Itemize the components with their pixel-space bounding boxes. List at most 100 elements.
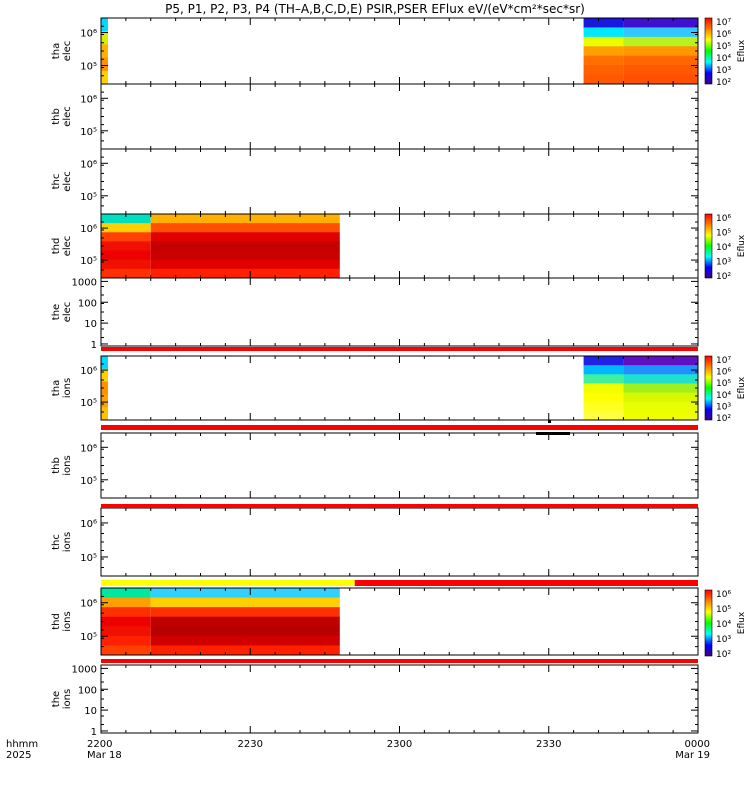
- spectrogram-cell: [150, 259, 340, 270]
- spectrogram-cell: [101, 57, 108, 72]
- x-date-label: Mar 19: [675, 750, 710, 761]
- x-tick-label: 2300: [387, 739, 412, 750]
- chart-title: P5, P1, P2, P3, P4 (TH–A,B,C,D,E) PSIR,P…: [165, 2, 585, 16]
- spectrogram-cell: [583, 401, 624, 412]
- spectrogram-cell: [623, 46, 698, 57]
- spectrogram-cell: [150, 645, 340, 656]
- spectrogram-cell: [101, 44, 108, 59]
- ylabel-line: tha: [51, 43, 62, 59]
- spectrogram-cell: [623, 36, 698, 47]
- y-tick-label: 10⁵: [80, 632, 97, 643]
- y-tick-label: 10⁵: [80, 127, 97, 138]
- colorbar-tick-label: 10⁶: [716, 590, 731, 600]
- x-axis-year-label: 2025: [6, 750, 31, 761]
- y-tick-label: 10⁶: [80, 159, 97, 170]
- y-tick-label: 10: [84, 706, 97, 717]
- spectrogram-cell: [583, 46, 624, 57]
- ylabel-line: thd: [51, 238, 62, 255]
- spectrogram-cell: [623, 365, 698, 375]
- spectrogram-cell: [150, 597, 340, 608]
- y-tick-label: 10⁶: [80, 94, 97, 105]
- colorbar-label: Eflux: [737, 376, 747, 399]
- spectrogram-cell: [583, 410, 624, 421]
- spectrogram-cell: [150, 232, 340, 242]
- colorbar-tick-label: 10³: [716, 66, 731, 76]
- colorbar-label-text: Eflux: [737, 234, 747, 257]
- spectrogram-cell: [101, 18, 108, 32]
- spectrogram-cell: [623, 356, 698, 366]
- colorbar: [704, 17, 713, 85]
- panel-ylabel: thc elec: [51, 171, 73, 192]
- spectrogram-cell: [101, 268, 151, 279]
- spectrogram-cell: [101, 645, 151, 656]
- ylabel-line: ions: [62, 689, 73, 709]
- mode-bar-segment: [354, 580, 698, 586]
- data-gap-marker: [548, 420, 551, 423]
- spectrogram-cell: [150, 626, 340, 637]
- spectrogram-cell: [583, 356, 624, 366]
- spectrogram-cell: [623, 410, 698, 421]
- spectrogram-cell: [101, 356, 108, 370]
- colorbar-tick-label: 10³: [716, 258, 731, 268]
- y-tick-label: 1000: [72, 277, 97, 288]
- y-tick-label: 10⁶: [80, 519, 97, 530]
- spectrogram-cell: [101, 368, 108, 383]
- spectrogram-cell: [101, 381, 108, 395]
- spectrogram-cell: [101, 31, 108, 45]
- spectrogram-cell: [583, 392, 624, 403]
- ylabel-line: ions: [62, 455, 73, 475]
- ylabel-line: thc: [51, 174, 62, 190]
- spectrogram-cell: [101, 70, 108, 85]
- panel-ylabel: the ions: [51, 689, 73, 709]
- colorbar-tick-label: 10⁷: [716, 356, 731, 366]
- spectrogram-cell: [623, 392, 698, 403]
- colorbar: [704, 355, 713, 421]
- ylabel-line: thc: [51, 534, 62, 550]
- mode-bar-segment: [101, 580, 355, 586]
- ylabel-line: thb: [51, 108, 62, 125]
- x-tick-label: 0000: [685, 739, 710, 750]
- panel-ylabel: thb elec: [51, 106, 73, 127]
- y-tick-label: 1: [91, 727, 97, 738]
- ylabel-line: thd: [51, 613, 62, 630]
- colorbar-label: Eflux: [737, 234, 747, 257]
- spectrogram-cell: [583, 18, 624, 28]
- ylabel-line: elec: [62, 171, 73, 192]
- spectrogram-cell: [150, 588, 340, 599]
- spectrogram-cell: [583, 374, 624, 384]
- mode-bar-segment: [101, 425, 698, 430]
- spectrogram-cell: [583, 27, 624, 38]
- colorbar-tick-label: 10⁵: [716, 379, 731, 389]
- spectrogram-cell: [101, 588, 151, 599]
- x-date-label: Mar 18: [87, 750, 122, 761]
- spectrogram-cell: [623, 374, 698, 384]
- spectrogram-cell: [623, 74, 698, 85]
- spectrogram-cell: [150, 241, 340, 252]
- panel-frame: [100, 83, 699, 150]
- ylabel-line: the: [51, 304, 62, 320]
- ylabel-line: elec: [62, 236, 73, 257]
- colorbar-tick-label: 10⁶: [716, 30, 731, 40]
- y-tick-label: 10⁶: [80, 599, 97, 610]
- ylabel-line: ions: [62, 611, 73, 631]
- colorbar: [704, 589, 713, 657]
- colorbar-tick-label: 10⁴: [716, 54, 731, 64]
- y-tick-label: 10⁵: [80, 192, 97, 203]
- y-tick-label: 1: [91, 340, 97, 351]
- panel-frame: [100, 148, 699, 215]
- y-tick-label: 10⁵: [80, 256, 97, 267]
- colorbar-tick-label: 10²: [716, 78, 731, 88]
- x-tick-label: 2330: [536, 739, 561, 750]
- colorbar-tick-label: 10⁵: [716, 42, 731, 52]
- spectrogram-cell: [101, 214, 151, 224]
- y-tick-label: 100: [78, 298, 97, 309]
- mode-bar-segment: [101, 659, 698, 663]
- spectrogram-cell: [101, 626, 151, 637]
- colorbar-tick-label: 10⁶: [716, 368, 731, 378]
- colorbar-tick-label: 10²: [716, 650, 731, 660]
- spectrogram-cell: [623, 27, 698, 38]
- ylabel-line: tha: [51, 380, 62, 396]
- ylabel-line: ions: [62, 532, 73, 552]
- ylabel-line: the: [51, 691, 62, 707]
